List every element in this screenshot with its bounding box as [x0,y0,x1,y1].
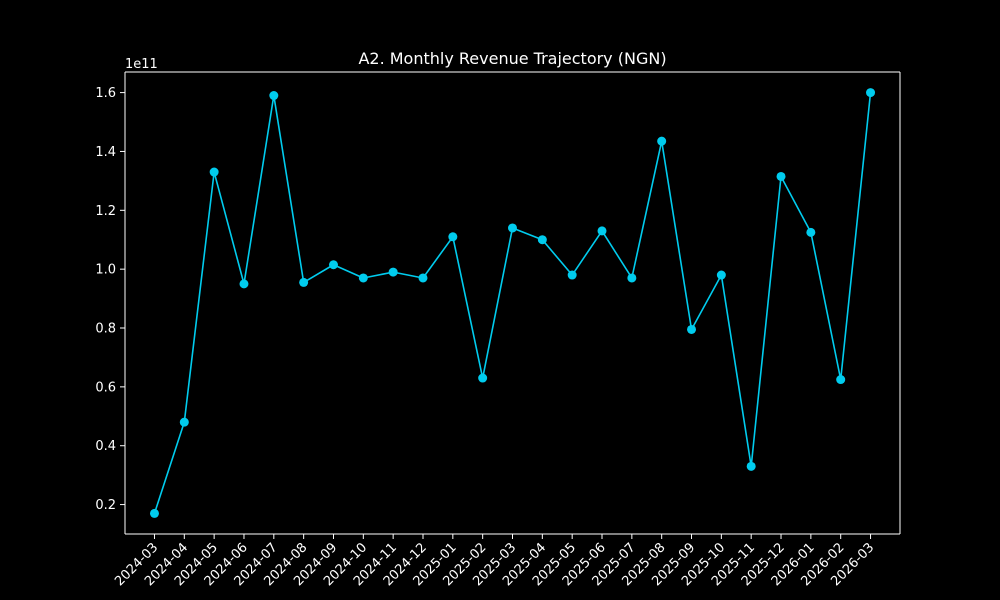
data-point [627,273,637,283]
y-tick-label: 1.4 [95,145,116,160]
data-point [299,277,309,287]
data-point [716,270,726,280]
y-tick-label: 0.8 [95,322,116,337]
y-offset-label: 1e11 [125,57,158,72]
data-point [358,273,368,283]
chart-title: A2. Monthly Revenue Trajectory (NGN) [358,49,666,68]
y-tick-label: 1.0 [95,263,116,278]
data-point [836,375,846,385]
data-point [866,88,876,98]
data-point [209,167,219,177]
data-point [418,273,428,283]
data-point [537,235,547,245]
y-tick-label: 0.6 [95,380,116,395]
data-point [687,324,697,334]
data-point [179,417,189,427]
data-point [567,270,577,280]
y-tick-label: 1.2 [95,204,116,219]
y-tick-label: 1.6 [95,86,116,101]
data-point [448,232,458,242]
data-point [746,461,756,471]
y-tick-label: 0.2 [95,498,116,513]
data-point [239,279,249,289]
data-point [508,223,517,233]
data-point [149,508,159,518]
data-point [478,373,488,383]
data-point [806,227,816,237]
data-point [776,171,786,181]
data-point [269,91,279,101]
data-point [388,267,398,277]
y-tick-label: 0.4 [95,439,116,454]
data-point [597,226,607,236]
data-point [328,260,338,270]
data-point [657,136,667,146]
